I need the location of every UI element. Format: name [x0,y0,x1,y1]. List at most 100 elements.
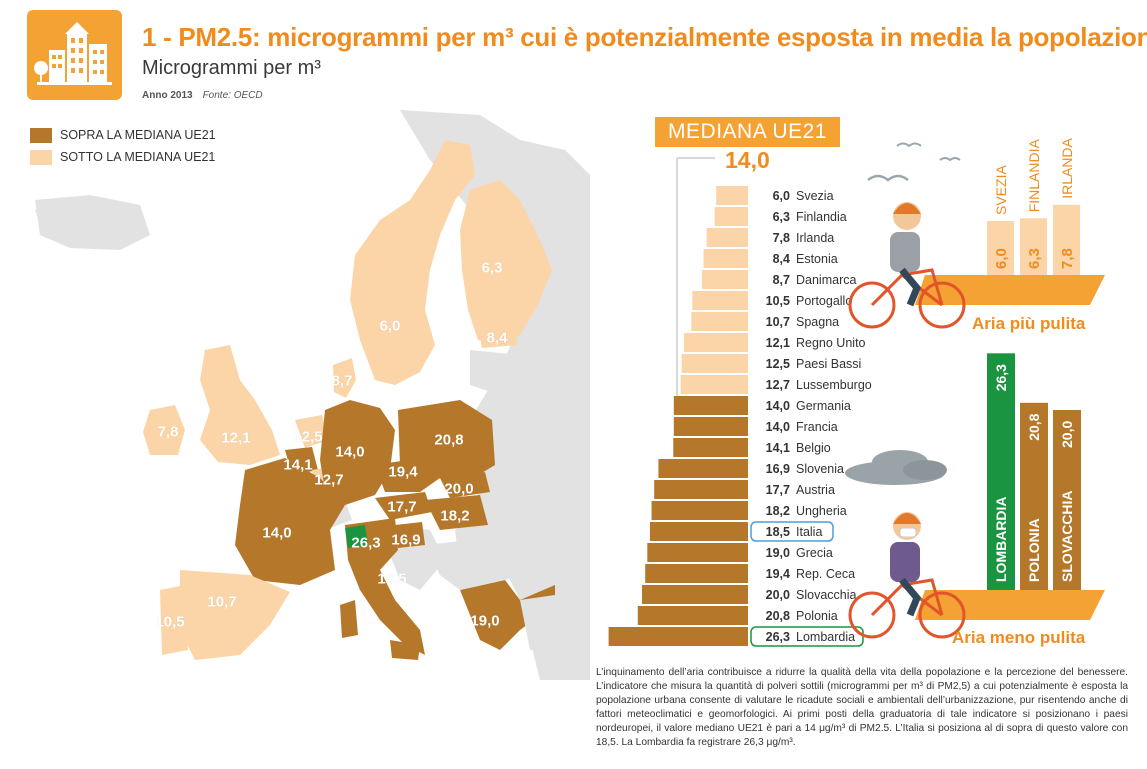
dirty-air-bar [1053,410,1081,590]
ranking-country-label: Regno Unito [796,336,866,350]
ranking-bar [680,375,748,394]
ranking-country-label: Austria [796,483,835,497]
map-value-label: 14,0 [335,443,365,461]
map-value-label: 10,7 [207,593,237,611]
map-value-label: 20,8 [434,431,464,449]
clean-air-label: Aria più pulita [972,314,1086,333]
ranking-value-label: 14,0 [766,420,790,434]
map-value-label: 20,0 [444,480,474,498]
clean-air-bar-name: FINLANDIA [1026,139,1042,213]
happy-cyclist-wheel-icon [918,281,966,329]
clean-air-bar-name: SVEZIA [993,165,1009,215]
bird-icon [939,157,961,162]
description-paragraph: L’inquinamento dell’aria contribuisce a … [596,667,1128,748]
masked-cyclist-legs-icon [899,577,922,617]
smog-cloud-icon [903,460,947,480]
ranking-value-label: 12,7 [766,378,790,392]
legend-below: SOTTO LA MEDIANA UE21 [30,150,330,166]
ranking-value-label: 20,8 [766,609,790,623]
map-uk [200,345,280,465]
map-ireland [143,405,185,455]
ranking-bar [706,228,748,247]
map-value-label: 7,8 [157,423,179,441]
ranking-value-label: 16,9 [766,462,790,476]
ranking-bar [645,564,748,583]
map-value-label: 8,7 [331,372,353,390]
clean-air-bar-name: IRLANDA [1059,137,1075,198]
year-label: Anno 2013 [142,90,193,101]
legend-above-swatch [30,128,52,144]
clean-air-bar-value: 6,3 [1026,248,1043,269]
ranking-value-label: 8,4 [773,252,790,266]
source-label: Fonte: OECD [202,90,263,101]
ranking-country-label: Italia [796,525,822,539]
ranking-country-label: Danimarca [796,273,856,287]
ranking-bar [692,291,748,310]
bird-icon [896,142,922,148]
ranking-bar [701,270,748,289]
map-value-label: 12,5 [293,428,323,446]
ranking-bar [716,186,748,205]
dirty-air-bar-value: 26,3 [993,364,1009,391]
bird-icon [867,174,909,182]
ranking-country-label: Finlandia [796,210,847,224]
ranking-country-label: Svezia [796,189,834,203]
ranking-bar [658,459,748,478]
map-sicily [390,640,420,660]
ranking-bar [651,501,748,520]
map-germany [320,400,395,505]
map-sardinia [340,600,358,638]
map-iceland [35,200,105,240]
ranking-bar [673,438,748,457]
dirty-air-bar-value: 20,0 [1059,421,1075,448]
map-slovenia [395,522,425,548]
ranking-country-label: Francia [796,420,838,434]
map-norway-sweden [350,140,475,385]
ranking-bar [681,354,748,373]
ranking-country-label: Slovacchia [796,588,856,602]
map-france [235,458,345,585]
map-value-label: 19,4 [388,463,418,481]
map-netherlands [295,415,328,448]
legend-above: SOPRA LA MEDIANA UE21 [30,128,330,144]
map-portugal [160,585,188,655]
dirty-air-bar-name: POLONIA [1026,518,1042,582]
ranking-value-label: 14,1 [766,441,790,455]
clean-air-bar-value: 7,8 [1059,248,1076,269]
ranking-country-label: Rep. Ceca [796,567,855,581]
ranking-value-label: 8,7 [773,273,790,287]
map-value-label: 6,0 [379,317,401,335]
ranking-country-label: Germania [796,399,851,413]
map-spain [180,570,290,660]
ranking-country-label: Ungheria [796,504,847,518]
ranking-value-label: 18,5 [766,525,790,539]
map-balkans [425,540,505,590]
ranking-value-label: 12,5 [766,357,790,371]
clean-air-bar-value: 6,0 [993,248,1010,269]
map-austria [375,492,432,520]
happy-cyclist-body-icon [890,232,920,272]
ranking-value-label: 10,5 [766,294,790,308]
ranking-country-label: Estonia [796,252,838,266]
ranking-bar [637,606,748,625]
ranking-bar [654,480,748,499]
map-lombardia [345,525,368,548]
ranking-country-label: Belgio [796,441,831,455]
ranking-bar [714,207,748,226]
ranking-value-label: 10,7 [766,315,790,329]
ranking-value-label: 12,1 [766,336,790,350]
clean-air-platform [915,275,1105,305]
happy-cyclist-hair-icon [893,203,921,214]
dirty-air-bar [987,353,1015,590]
ranking-bar [703,249,748,268]
ranking-value-label: 19,4 [766,567,790,581]
ranking-country-label: Lombardia [796,630,855,644]
ranking-bar [673,417,748,436]
ranking-country-label: Irlanda [796,231,834,245]
europe-map [35,110,590,680]
median-label-box: MEDIANA UE21 [655,117,840,147]
ranking-country-label: Grecia [796,546,833,560]
map-hungary [425,495,488,530]
ranking-country-label: Polonia [796,609,838,623]
